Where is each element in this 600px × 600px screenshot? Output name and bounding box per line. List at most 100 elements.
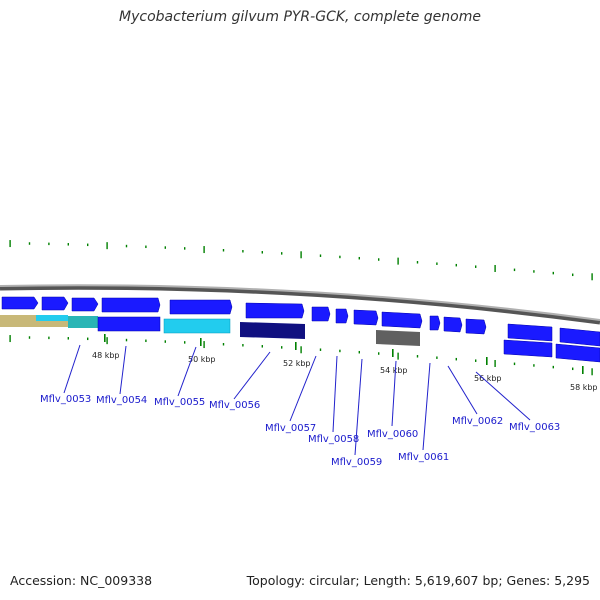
gene-callout-line (177, 346, 197, 397)
tick-mark (9, 335, 11, 343)
gene-arrow[interactable] (443, 316, 463, 333)
gene-arrow[interactable] (335, 308, 349, 324)
tick-mark (242, 249, 244, 253)
tick-label: 58 kbp (570, 383, 598, 392)
tick-mark (145, 245, 147, 249)
tick-mark (242, 343, 244, 347)
tick-mark (455, 263, 457, 267)
tick-label: 50 kbp (188, 355, 216, 364)
gene-label-group: Mflv_0053 Mflv_0054 Mflv_0055 Mflv_0056 Mflv… (40, 344, 560, 468)
gene-label[interactable]: Mflv_0061 (398, 452, 449, 463)
gene-label[interactable]: Mflv_0062 (452, 416, 503, 427)
tick-mark (533, 364, 535, 367)
tick-mark (28, 242, 31, 245)
gene-callout-line (354, 358, 363, 456)
tick-mark (436, 356, 438, 359)
gene-arrow[interactable] (353, 309, 379, 326)
forward-gene-track (1, 296, 600, 347)
genome-summary-text: Topology: circular; Length: 5,619,607 bp… (246, 573, 590, 588)
feature-bar[interactable] (163, 318, 231, 334)
gene-arrow[interactable] (465, 318, 487, 335)
tick-label: 54 kbp (380, 366, 408, 375)
tick-mark (48, 242, 50, 246)
tick-mark (281, 252, 283, 255)
major-tick (295, 342, 297, 350)
feature-bar[interactable] (97, 316, 161, 332)
feature-track (0, 315, 600, 363)
tick-mark (533, 270, 535, 273)
tick-mark (87, 243, 89, 247)
tick-mark (164, 340, 166, 343)
tick-label: 48 kbp (92, 351, 120, 360)
gene-label[interactable]: Mflv_0059 (331, 457, 382, 468)
tick-mark (106, 242, 108, 250)
gene-arrow[interactable] (381, 311, 423, 329)
tick-mark (319, 254, 322, 257)
gene-arrow[interactable] (101, 297, 161, 313)
feature-bar[interactable] (240, 322, 305, 339)
tick-mark (87, 337, 89, 341)
gene-callout-line (332, 355, 338, 433)
tick-mark (513, 268, 516, 272)
tick-mark (9, 240, 11, 248)
tick-mark (513, 362, 516, 366)
tick-mark (552, 271, 554, 275)
tick-mark (125, 244, 128, 248)
gene-arrow[interactable] (1, 296, 39, 310)
tick-mark (494, 359, 496, 367)
major-tick (486, 357, 488, 365)
tick-mark (164, 246, 166, 249)
inner-tick-track (9, 335, 593, 376)
tick-mark (378, 352, 380, 355)
gene-label[interactable]: Mflv_0057 (265, 423, 316, 434)
tick-mark (591, 273, 593, 281)
map-title: Mycobacterium gilvum PYR-GCK, complete g… (119, 9, 481, 25)
tick-mark (339, 349, 341, 353)
tick-mark (67, 337, 69, 340)
feature-bar[interactable] (555, 343, 600, 363)
gene-label[interactable]: Mflv_0060 (367, 429, 418, 440)
tick-mark (203, 341, 205, 349)
gene-callout-line (119, 345, 127, 395)
gene-label[interactable]: Mflv_0055 (154, 397, 205, 408)
feature-bar[interactable] (376, 330, 420, 346)
gene-label[interactable]: Mflv_0056 (209, 400, 260, 411)
tick-mark (455, 357, 457, 361)
tick-mark (48, 336, 50, 340)
tick-mark (222, 342, 225, 346)
gene-label[interactable]: Mflv_0054 (96, 395, 147, 406)
tick-mark (203, 246, 205, 254)
gene-arrow[interactable] (41, 296, 69, 311)
gene-callout-line (475, 371, 531, 421)
tick-mark (319, 348, 322, 351)
gene-label[interactable]: Mflv_0053 (40, 394, 91, 405)
tick-mark (572, 367, 574, 371)
gene-arrow[interactable] (429, 315, 441, 331)
gene-label[interactable]: Mflv_0058 (308, 434, 359, 445)
gene-callout-line (233, 351, 271, 400)
gene-label[interactable]: Mflv_0063 (509, 422, 560, 433)
tick-mark (184, 247, 186, 250)
gene-arrow[interactable] (169, 299, 233, 315)
gene-arrow[interactable] (71, 297, 99, 312)
tick-mark (28, 336, 31, 339)
tick-mark (261, 251, 263, 254)
gene-arrow[interactable] (507, 323, 553, 342)
feature-bar[interactable] (503, 339, 553, 358)
tick-mark (591, 368, 593, 376)
feature-bar[interactable] (0, 315, 36, 327)
accession-text: Accession: NC_009338 (10, 573, 153, 588)
gene-arrow[interactable] (245, 302, 305, 319)
tick-mark (475, 359, 477, 362)
tick-mark (436, 262, 438, 265)
feature-bar[interactable] (68, 316, 98, 328)
tick-mark (125, 338, 128, 342)
gene-arrow[interactable] (311, 306, 331, 322)
gene-callout-line (422, 362, 431, 451)
feature-bar[interactable] (36, 321, 68, 327)
feature-bar[interactable] (36, 315, 68, 321)
gene-arrow[interactable] (559, 327, 600, 347)
tick-mark (106, 337, 108, 345)
gene-callout-line (63, 344, 81, 394)
tick-mark (281, 346, 283, 349)
